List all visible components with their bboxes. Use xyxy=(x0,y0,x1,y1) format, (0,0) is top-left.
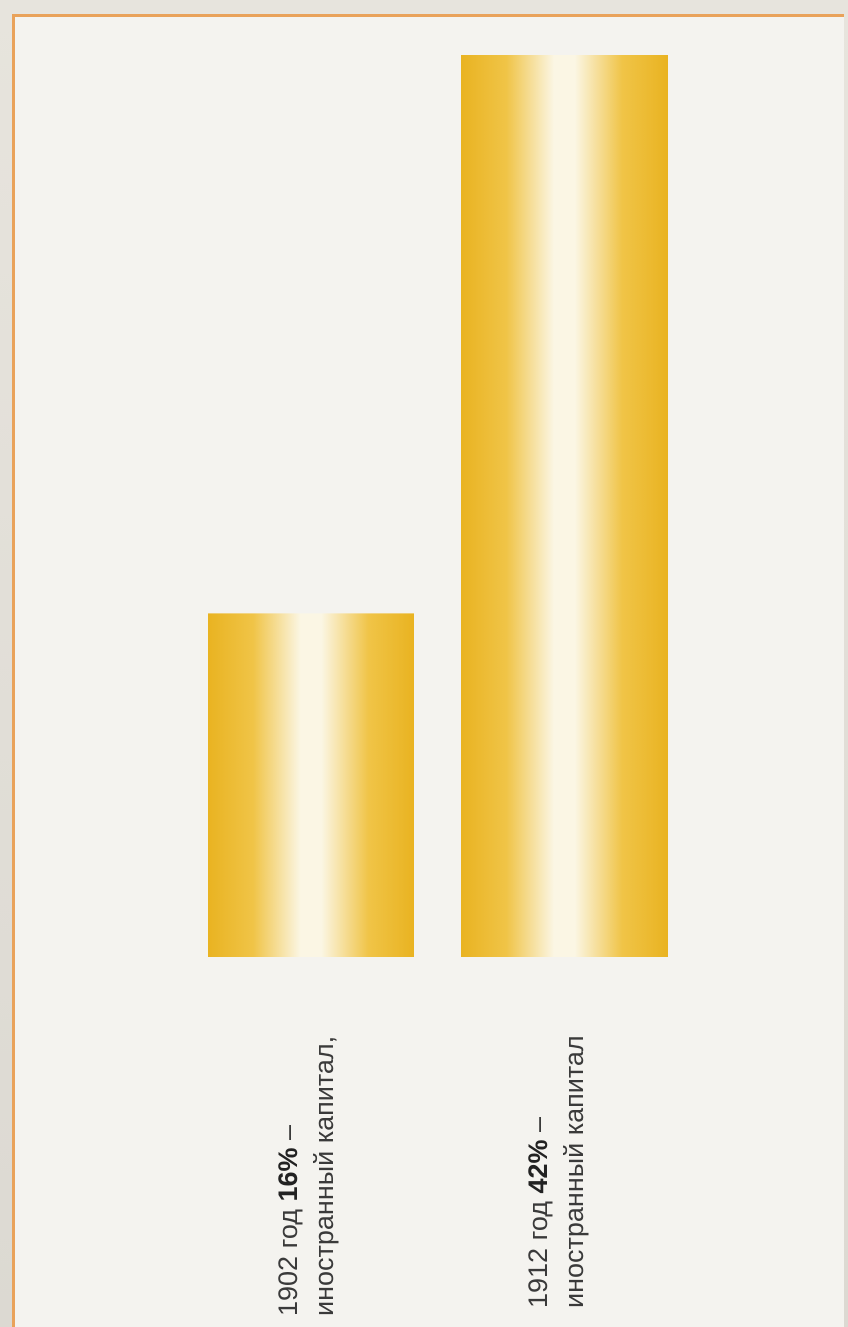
bar-label-line2: иностранный капитал, xyxy=(309,1035,339,1316)
bars-group xyxy=(208,55,668,957)
bar-label-line2: иностранный капитал xyxy=(559,1035,589,1308)
bar-label-1912: 1912 год 42% – иностранный капитал xyxy=(520,908,592,1308)
bar-label-1902: 1902 год 16% – иностранный капитал, xyxy=(270,916,342,1316)
chart-frame xyxy=(12,14,844,1327)
bar-label-line1: 1912 год 42% – xyxy=(523,1116,553,1308)
bar-1912-год xyxy=(461,55,668,957)
bar-1902-год xyxy=(208,613,414,957)
bar-value-label: 16% xyxy=(273,1147,303,1202)
bar-value-label: 42% xyxy=(523,1139,553,1194)
bar-label-line1: 1902 год 16% – xyxy=(273,1124,303,1316)
